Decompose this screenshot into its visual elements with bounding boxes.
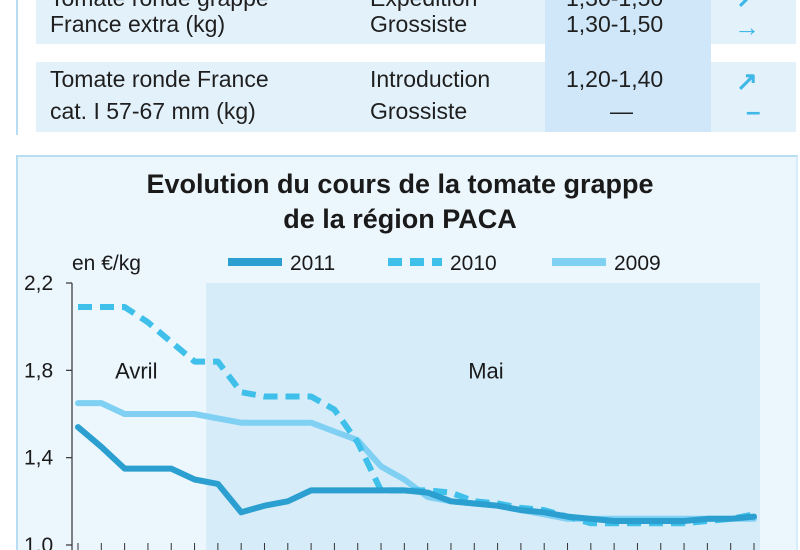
- y-tick-label: 1,0: [24, 534, 53, 550]
- y-axis-label: en €/kg: [72, 252, 141, 275]
- legend-label-2011: 2011: [290, 252, 335, 275]
- price-value: —: [610, 98, 633, 124]
- y-tick-label: 1,4: [24, 447, 54, 470]
- legend-label-2009: 2009: [614, 252, 661, 275]
- chart-panel: Evolution du cours de la tomate grappe d…: [0, 155, 800, 550]
- product-label: Tomate ronde grappe: [50, 0, 269, 13]
- chart-title: Evolution du cours de la tomate grappe: [146, 169, 654, 199]
- trend-up-icon: ↗: [736, 66, 758, 96]
- trend-dash-icon: –: [746, 96, 761, 126]
- line-chart: 1,0 1,4 1,8 2,2 en €/kg 2011 2010 2009 Avril Mai: [24, 252, 760, 550]
- price-column: [545, 0, 711, 132]
- y-tick-label: 2,2: [24, 272, 53, 295]
- table-left-rule: [16, 0, 18, 135]
- product-label: France extra (kg): [50, 11, 226, 37]
- stage-label: Grossiste: [370, 98, 468, 124]
- series-line-2011: [75, 424, 757, 524]
- trend-up-icon: ↗: [736, 0, 758, 13]
- price-value: 1,20-1,40: [566, 66, 664, 92]
- price-value: 1,30-1,50: [566, 11, 664, 37]
- product-label: Tomate ronde France: [50, 66, 269, 92]
- mai-period-band: [206, 283, 760, 550]
- stage-label: Expédition: [370, 0, 477, 13]
- stage-label: Introduction: [370, 66, 491, 92]
- trend-flat-arrow-icon: →: [734, 12, 760, 42]
- legend-label-2010: 2010: [450, 252, 497, 275]
- chart-subtitle: de la région PACA: [283, 204, 517, 234]
- price-value: 1,30-1,50: [566, 0, 663, 13]
- price-table: Tomate ronde grappe France extra (kg) Ex…: [0, 0, 800, 135]
- y-tick-label: 1,8: [24, 359, 53, 382]
- stage-label: Grossiste: [370, 11, 468, 37]
- product-label: cat. I 57-67 mm (kg): [50, 98, 256, 124]
- period-label: Mai: [468, 358, 503, 383]
- period-label: Avril: [115, 358, 157, 383]
